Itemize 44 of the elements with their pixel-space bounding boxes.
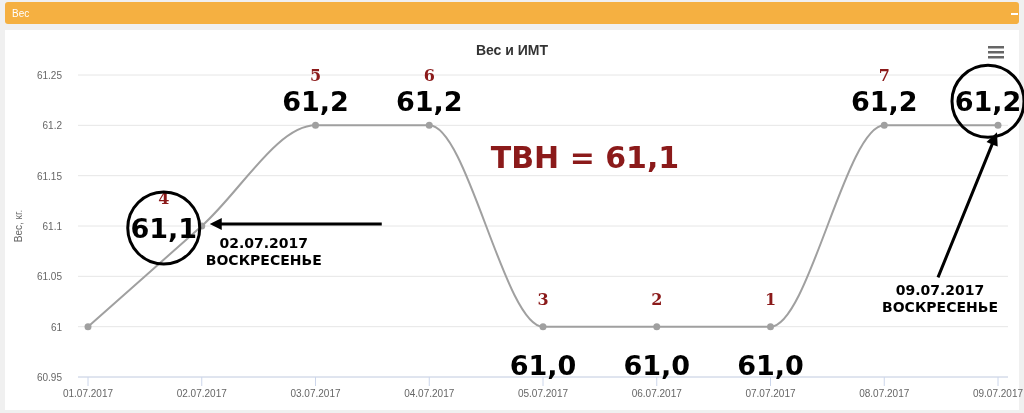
x-tick-label: 07.07.2017 [745,388,796,399]
data-label: 61,2 [395,86,463,118]
data-label: 61,0 [737,349,804,381]
x-tick-label: 03.07.2017 [290,388,341,399]
data-label: 61,2 [850,86,918,118]
annotation: 7 [878,66,890,86]
text: Вес [12,8,30,19]
y-axis-title: Вес, кг. [13,209,24,243]
point [425,121,433,129]
point [84,323,92,331]
x-tick-label: 01.07.2017 [62,388,114,399]
point [653,323,661,331]
y-tick-label: 60.95 [36,372,63,383]
x-tick-label: 09.07.2017 [972,388,1024,399]
chart-title: Вес и ИМТ [475,42,549,58]
data-label: 61,0 [509,349,577,381]
annotation: 2 [651,289,663,309]
y-tick-label: 61.15 [36,170,63,182]
y-tick-label: 61.25 [36,70,63,81]
point [994,121,1002,129]
point [880,121,888,129]
point [312,121,319,129]
annotation: 09.07.2017 ВОСКРЕСЕНЬЕ [882,282,998,316]
x-tick-label: 06.07.2017 [631,388,683,399]
y-tick-label: 61 [50,321,63,333]
x-tick-label: 04.07.2017 [404,388,455,399]
point [539,323,547,331]
point [767,323,774,331]
y-tick-label: 61.2 [42,120,63,132]
annotation: 3 [537,289,549,309]
x-tick-label: 05.07.2017 [517,388,569,399]
data-label: 61,2 [282,86,349,118]
x-tick-label: 08.07.2017 [859,388,910,399]
y-tick-label: 61.1 [42,221,63,232]
y-tick-label: 61.05 [36,271,63,283]
annotation: 6 [423,66,435,86]
annotation: 02.07.2017 ВОСКРЕСЕНЬЕ [205,235,322,268]
x-tick-label: 02.07.2017 [176,388,228,399]
data-label: 61,2 [954,86,1022,118]
annotation: ТВН = 61,1 [490,140,680,175]
annotation: 5 [309,66,322,86]
annotation: 1 [764,289,777,309]
data-label: 61,0 [623,349,691,381]
data-label: 61,1 [130,213,198,244]
